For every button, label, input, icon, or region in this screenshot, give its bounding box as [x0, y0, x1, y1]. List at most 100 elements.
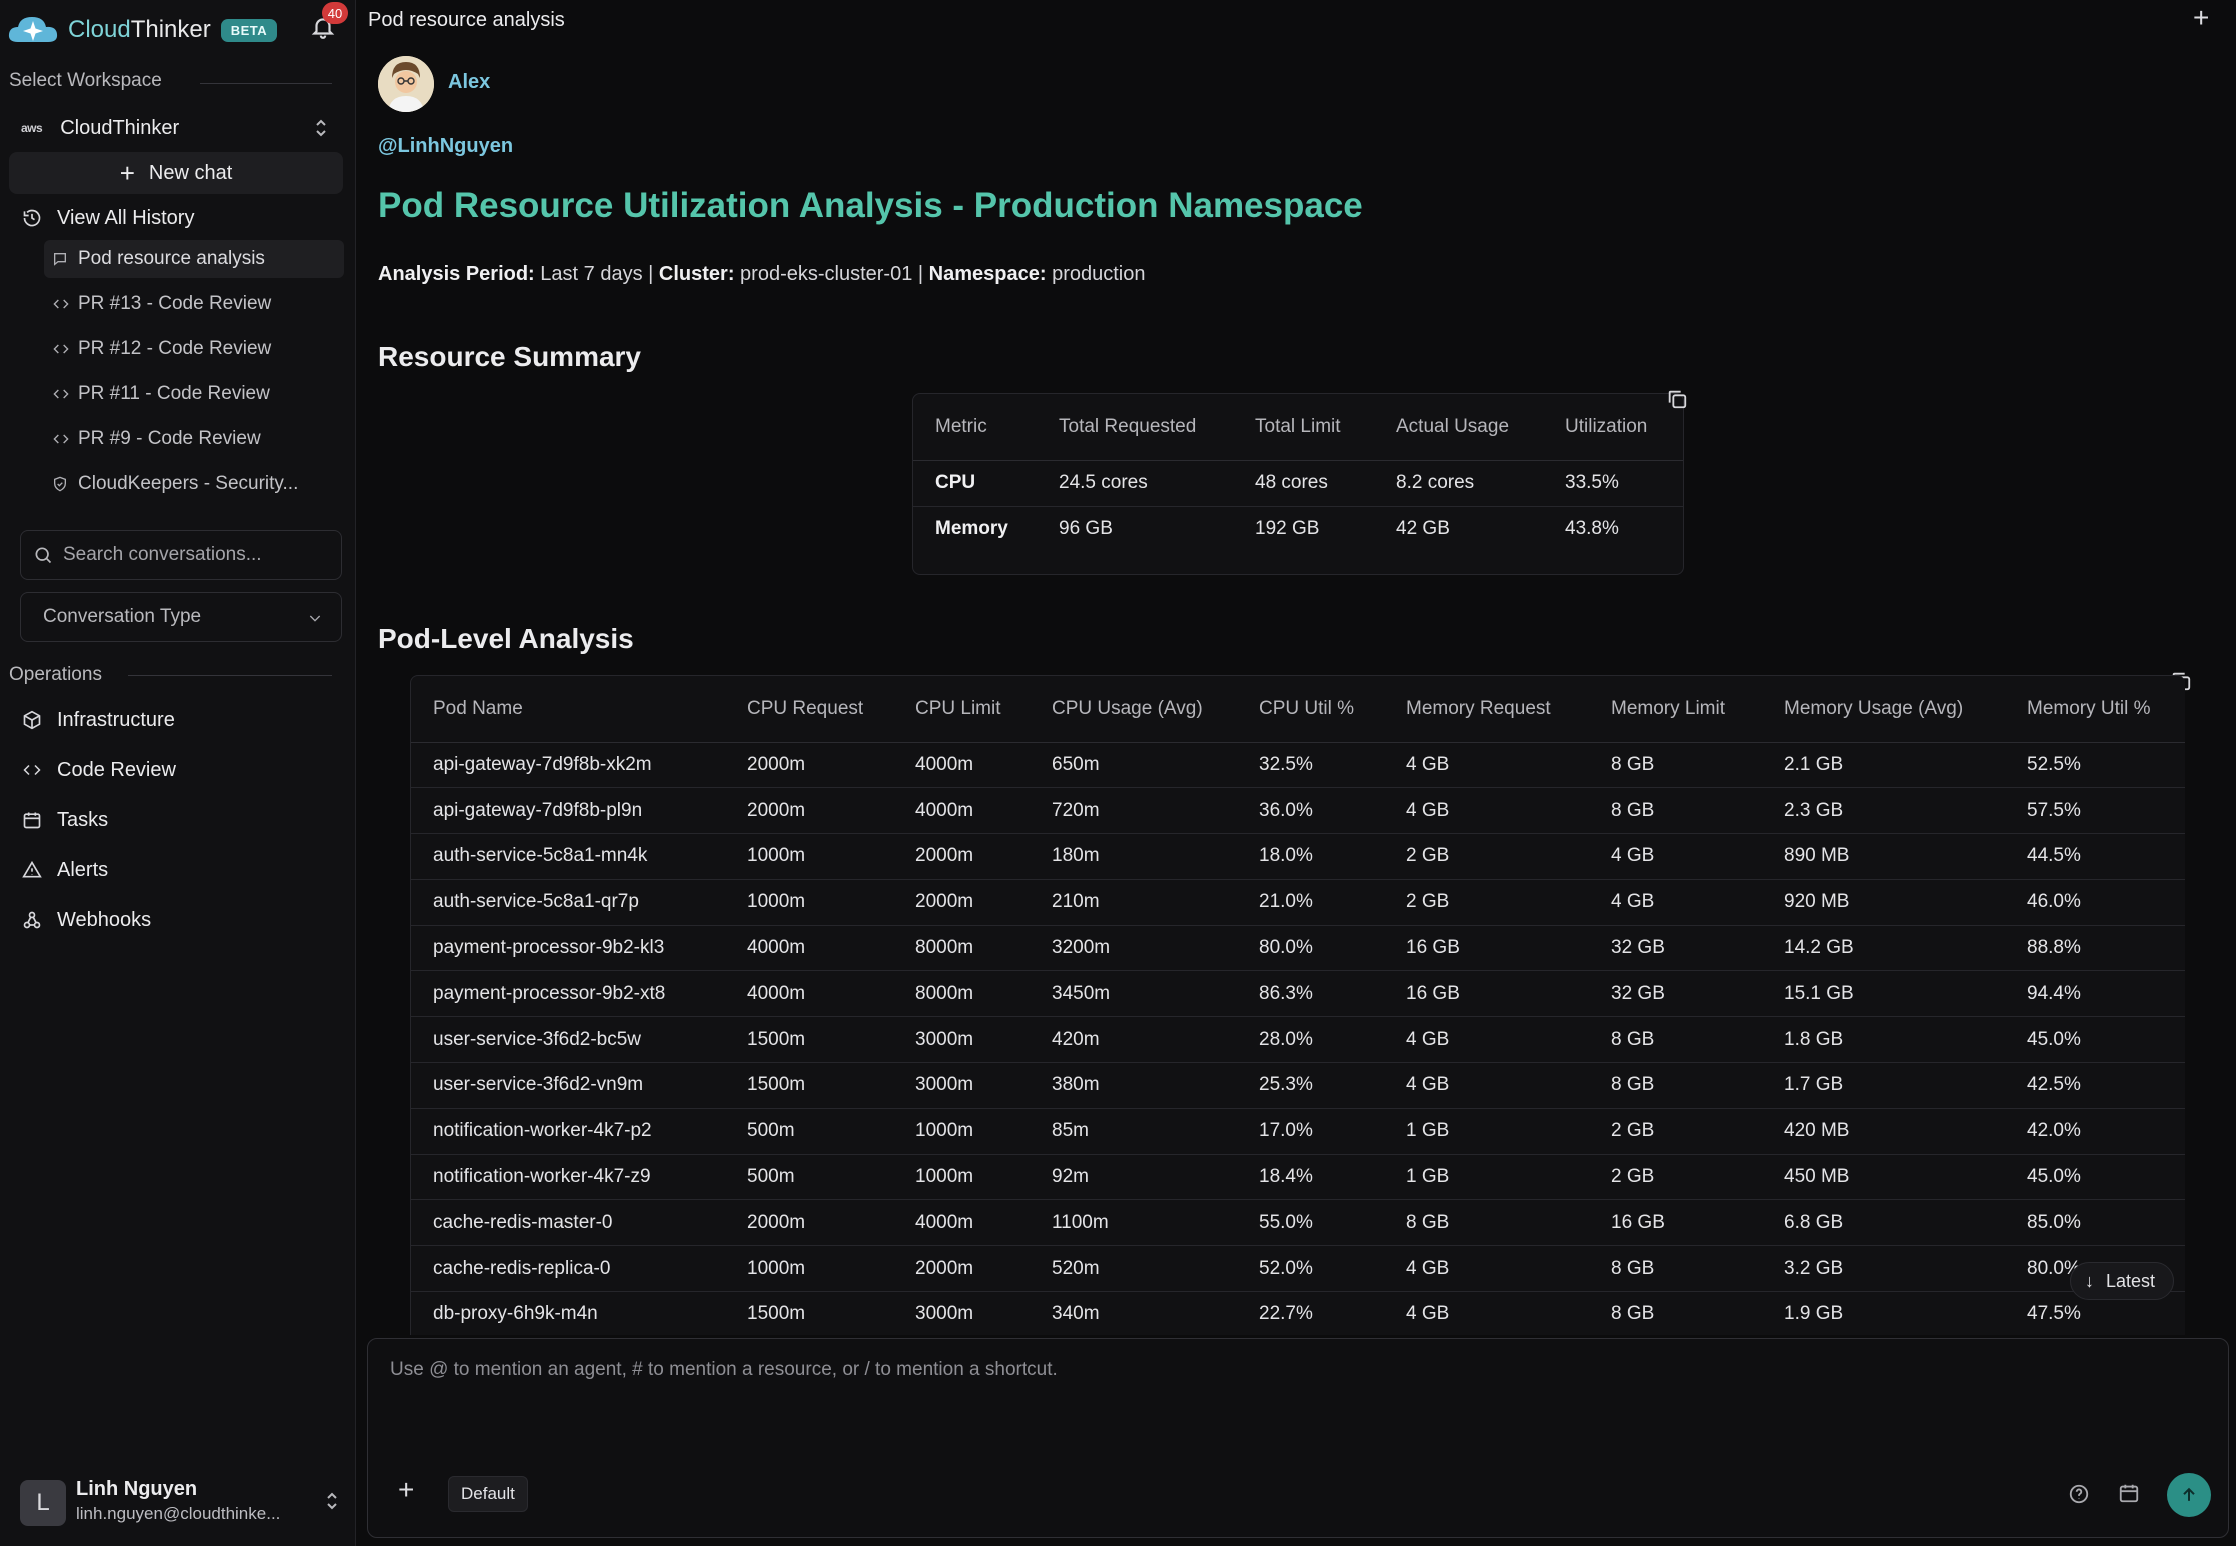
search-input[interactable] [63, 544, 323, 566]
table-cell: 2000m [893, 833, 1030, 880]
calendar-icon [21, 809, 43, 831]
table-cell: 32.5% [1237, 742, 1384, 789]
nav-webhooks[interactable]: Webhooks [9, 900, 343, 940]
table-cell: 8 GB [1589, 1062, 1762, 1109]
new-chat-button[interactable]: + New chat [9, 152, 343, 194]
nav-label: Webhooks [57, 908, 152, 931]
table-row: user-service-3f6d2-bc5w 1500m 3000m 420m 28.… [411, 1016, 2185, 1064]
search-conversations[interactable] [20, 530, 342, 580]
code-icon [21, 759, 43, 781]
table-cell: 520m [1030, 1245, 1237, 1293]
history-item[interactable]: PR #11 - Code Review [44, 375, 344, 413]
cloud-logo-icon [8, 17, 58, 42]
user-mention[interactable]: @LinhNguyen [378, 135, 514, 157]
history-item-label: PR #13 - Code Review [78, 293, 272, 314]
table-cell: 2 GB [1384, 879, 1589, 926]
attach-plus-button[interactable]: + [398, 1474, 415, 1505]
table-cell: 340m [1030, 1291, 1237, 1335]
author-name[interactable]: Alex [448, 71, 491, 93]
table-cell: 2000m [893, 879, 1030, 926]
table-cell: 8 GB [1589, 1245, 1762, 1293]
history-item[interactable]: CloudKeepers - Security... [44, 465, 344, 503]
table-cell: 48 cores [1233, 460, 1374, 507]
nav-tasks[interactable]: Tasks [9, 800, 343, 840]
table-cell: 3000m [893, 1062, 1030, 1109]
table-cell: 420 MB [1762, 1108, 2005, 1155]
table-cell: 18.4% [1237, 1154, 1384, 1201]
conversation-type-select[interactable]: Conversation Type [20, 592, 342, 642]
divider [200, 83, 332, 84]
table-cell: 8000m [893, 925, 1030, 972]
column-header: Memory Util % [2005, 676, 2185, 743]
nav-label: Infrastructure [57, 708, 175, 731]
pod-name-cell: payment-processor-9b2-kl3 [411, 925, 725, 972]
message-composer: + Default [367, 1338, 2229, 1538]
history-item[interactable]: PR #13 - Code Review [44, 285, 344, 323]
table-cell: 192 GB [1255, 518, 1320, 540]
conversation-type-label: Conversation Type [43, 606, 202, 627]
table-row: api-gateway-7d9f8b-xk2m 2000m 4000m 650m 32.… [411, 742, 2185, 789]
workspace-selector[interactable]: aws CloudThinker [9, 110, 343, 146]
help-circle-icon[interactable] [2068, 1483, 2090, 1505]
calendar-icon[interactable] [2118, 1482, 2140, 1504]
table-cell: 650m [1030, 742, 1237, 789]
table-cell: 450 MB [1762, 1154, 2005, 1201]
pod-level-table[interactable]: Pod Name CPU Request CPU Limit CPU Usage (A… [410, 675, 2185, 1335]
nav-code-review[interactable]: Code Review [9, 750, 343, 790]
table-cell: 3000m [893, 1291, 1030, 1335]
copy-icon[interactable] [1666, 388, 1688, 410]
table-cell: 52.5% [2005, 742, 2185, 789]
table-cell: Memory [935, 518, 1008, 540]
analysis-meta: Analysis Period: Last 7 days | Cluster: … [378, 263, 1146, 285]
table-cell: 17.0% [1237, 1108, 1384, 1155]
table-cell: 8 GB [1589, 787, 1762, 835]
mode-select-button[interactable]: Default [448, 1476, 528, 1512]
table-row: Memory 96 GB 192 GB 42 GB 43.8% [913, 506, 1683, 552]
nav-infrastructure[interactable]: Infrastructure [9, 700, 343, 740]
table-header-row: Pod Name CPU Request CPU Limit CPU Usage (A… [411, 676, 2185, 743]
workspace-section-label: Select Workspace [9, 70, 162, 91]
table-cell: 24.5 cores [1037, 460, 1233, 507]
table-row: api-gateway-7d9f8b-pl9n 2000m 4000m 720m 36.… [411, 787, 2185, 835]
table-cell: 8 GB [1589, 1291, 1762, 1335]
table-cell: 3.2 GB [1762, 1245, 2005, 1293]
pod-name-cell: auth-service-5c8a1-mn4k [411, 833, 725, 880]
view-all-history-link[interactable]: View All History [9, 198, 343, 238]
code-icon [52, 386, 70, 402]
history-item-label: PR #12 - Code Review [78, 338, 272, 359]
new-tab-plus-button[interactable]: + [2193, 2, 2210, 33]
table-cell: 2 GB [1589, 1154, 1762, 1201]
table-cell: 1000m [725, 1245, 893, 1293]
user-menu[interactable]: L Linh Nguyen linh.nguyen@cloudthinke... [20, 1476, 340, 1528]
pod-name-cell: db-proxy-6h9k-m4n [411, 1291, 725, 1335]
history-item[interactable]: PR #9 - Code Review [44, 420, 344, 458]
table-cell: 4 GB [1384, 1245, 1589, 1293]
column-header: Metric [913, 394, 1037, 461]
scroll-to-latest-button[interactable]: ↓ Latest [2070, 1262, 2175, 1300]
table-row: payment-processor-9b2-kl3 4000m 8000m 3200m… [411, 925, 2185, 972]
pod-name-cell: cache-redis-replica-0 [411, 1245, 725, 1293]
table-cell: 1000m [725, 833, 893, 880]
column-header: Memory Request [1384, 676, 1589, 743]
history-item[interactable]: Pod resource analysis [44, 240, 344, 278]
table-cell: 4 GB [1589, 879, 1762, 926]
table-cell: 45.0% [2005, 1016, 2185, 1064]
brand[interactable]: CloudThinker BETA [6, 10, 278, 50]
table-cell: 1100m [1030, 1199, 1237, 1247]
table-cell: 890 MB [1762, 833, 2005, 880]
table-cell: 420m [1030, 1016, 1237, 1064]
pod-name-cell: api-gateway-7d9f8b-pl9n [411, 787, 725, 835]
table-cell: 28.0% [1237, 1016, 1384, 1064]
nav-label: Code Review [57, 758, 176, 781]
message-input[interactable] [390, 1359, 2190, 1419]
table-cell: 4 GB [1384, 1062, 1589, 1109]
table-row: db-proxy-6h9k-m4n 1500m 3000m 340m 22.7% 4 GB… [411, 1291, 2185, 1335]
nav-alerts[interactable]: Alerts [9, 850, 343, 890]
webhook-icon [21, 909, 43, 931]
table-cell: 85.0% [2005, 1199, 2185, 1247]
table-cell: 21.0% [1237, 879, 1384, 926]
send-button[interactable] [2167, 1473, 2211, 1517]
history-item[interactable]: PR #12 - Code Review [44, 330, 344, 368]
chevron-updown-icon [316, 119, 326, 137]
